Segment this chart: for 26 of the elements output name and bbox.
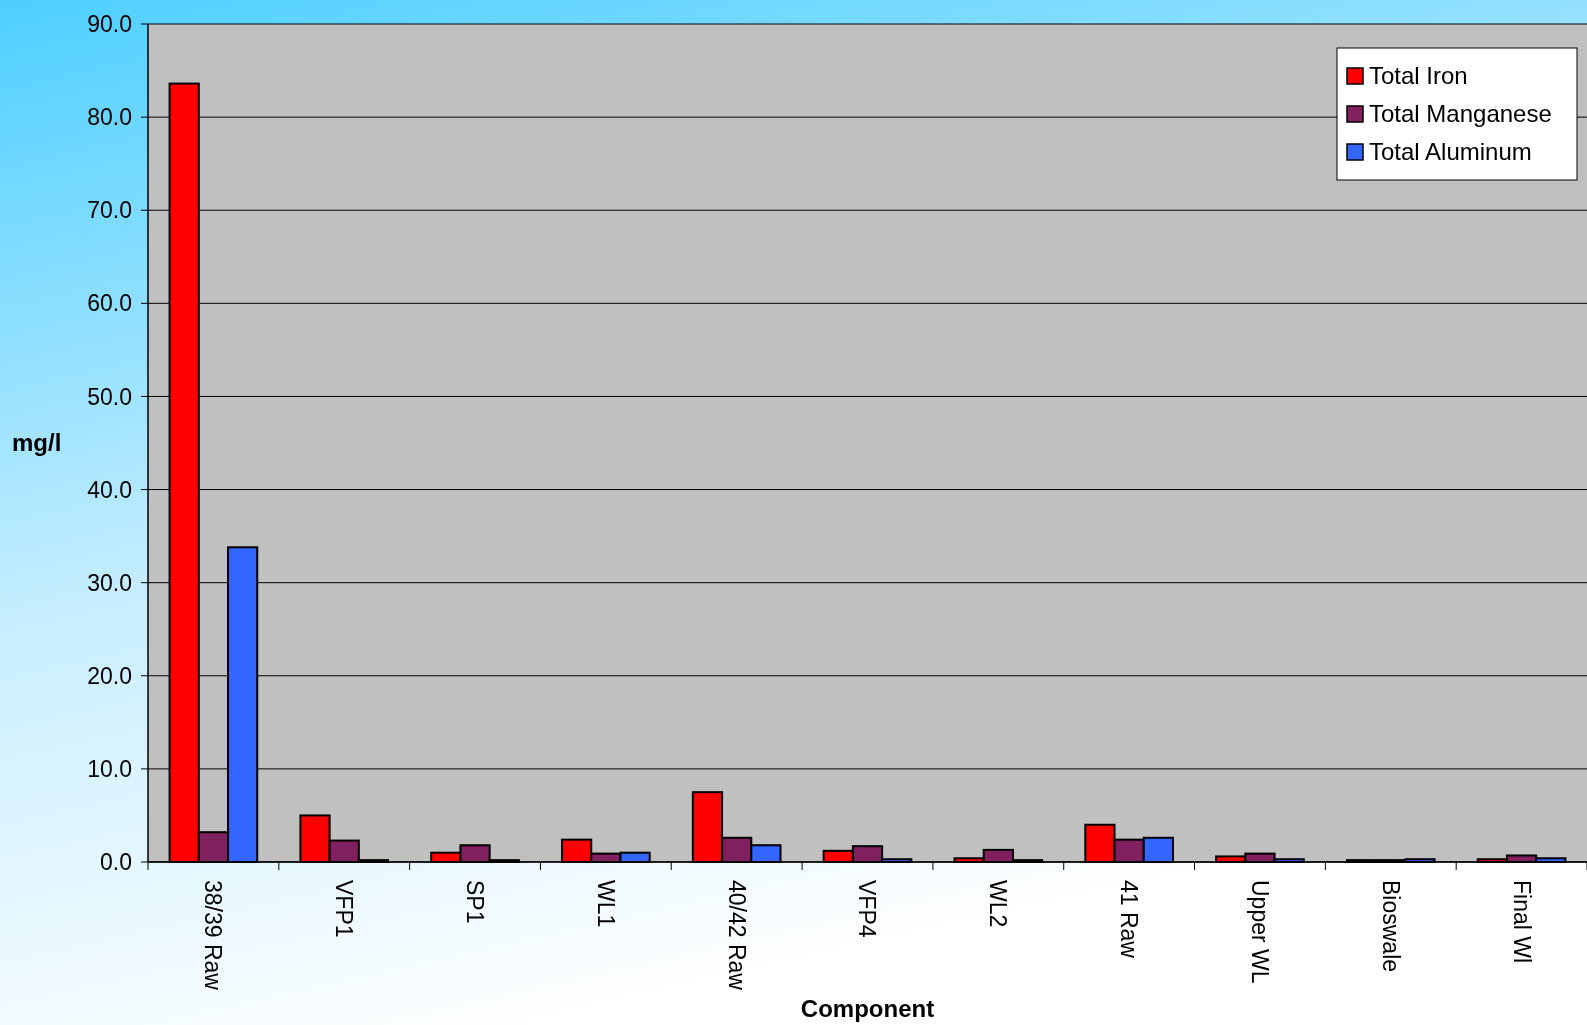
y-tick-label: 40.0 [87, 476, 132, 503]
x-tick-label: VFP4 [854, 880, 881, 938]
legend-label: Total Iron [1369, 62, 1468, 90]
x-tick-label: Bioswale [1377, 880, 1404, 973]
y-tick-label: 80.0 [87, 104, 132, 131]
x-tick-label: WL1 [592, 880, 619, 928]
y-axis-title: mg/l [12, 429, 62, 457]
y-tick-label: 0.0 [100, 849, 132, 876]
x-tick-label: WL2 [985, 880, 1012, 928]
x-tick-label: Upper WL [1246, 880, 1273, 984]
x-tick-label: 41 Raw [1116, 880, 1143, 959]
y-tick-label: 20.0 [87, 662, 132, 689]
x-tick-label: SP1 [462, 880, 488, 924]
legend-label: Total Aluminum [1369, 138, 1532, 166]
y-tick-label: 10.0 [87, 755, 132, 782]
x-tick-label: 38/39 Raw [200, 880, 227, 991]
x-axis-title: Component [800, 995, 935, 1022]
x-tick-label: Final Wl [1508, 880, 1535, 964]
y-tick-label: 50.0 [87, 383, 132, 410]
y-tick-label: 30.0 [87, 569, 132, 596]
y-tick-label: 70.0 [87, 197, 132, 224]
x-tick-label: 40/42 Raw [723, 880, 750, 991]
y-tick-label: 60.0 [87, 290, 132, 317]
x-tick-label: VFP1 [331, 880, 358, 938]
legend-label: Total Manganese [1369, 100, 1552, 128]
y-tick-label: 90.0 [87, 11, 132, 38]
